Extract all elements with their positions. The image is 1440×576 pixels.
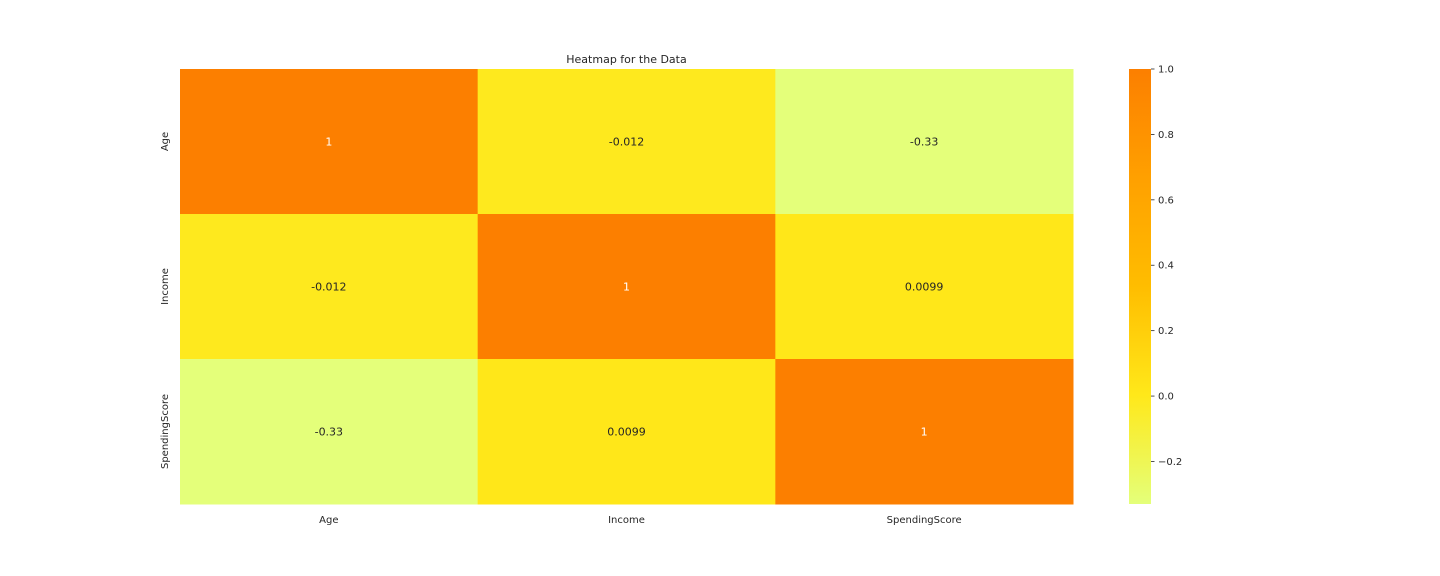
colorbar-tick-label: −0.2 [1158, 457, 1182, 468]
cell-value-label: 0.0099 [607, 426, 646, 439]
heatmap-cell [477, 69, 776, 215]
cell-value-label: 1 [623, 281, 630, 294]
y-tick-label: SpendingScore [160, 394, 171, 469]
chart-title: Heatmap for the Data [566, 53, 686, 66]
heatmap-cell [180, 359, 479, 505]
heatmap-cell [180, 214, 479, 360]
colorbar-tick-label: 0.0 [1158, 392, 1174, 403]
y-tick-label: Age [160, 132, 171, 151]
heatmap-cell-labels: 1 -0.012 -0.33 -0.012 1 0.0099 -0.33 0.0099 1 [311, 136, 943, 439]
heatmap-cells [180, 69, 1074, 505]
colorbar [1129, 69, 1151, 504]
heatmap-cell [775, 214, 1074, 360]
heatmap-cell [775, 359, 1074, 505]
heatmap-cell [775, 69, 1074, 215]
cell-value-label: -0.33 [315, 426, 343, 439]
heatmap-cell [477, 214, 776, 360]
x-tick-label: Income [608, 515, 645, 526]
x-axis-ticks: Age Income SpendingScore [319, 515, 962, 526]
colorbar-tick-label: 0.6 [1158, 195, 1174, 206]
cell-value-label: -0.33 [910, 136, 938, 149]
cell-value-label: 0.0099 [905, 281, 944, 294]
y-axis-ticks: Age Income SpendingScore [160, 132, 171, 469]
colorbar-ticks: −0.2 0.0 0.2 0.4 0.6 0.8 1.0 [1151, 65, 1182, 468]
colorbar-tick-label: 0.2 [1158, 326, 1174, 337]
cell-value-label: -0.012 [609, 136, 644, 149]
colorbar-tick-label: 0.4 [1158, 261, 1174, 272]
heatmap-cell [477, 359, 776, 505]
x-tick-label: SpendingScore [887, 515, 962, 526]
cell-value-label: -0.012 [311, 281, 346, 294]
y-tick-label: Income [160, 268, 171, 305]
x-tick-label: Age [319, 515, 338, 526]
colorbar-tick-label: 1.0 [1158, 65, 1174, 76]
colorbar-tick-label: 0.8 [1158, 130, 1174, 141]
cell-value-label: 1 [325, 136, 332, 149]
heatmap-cell [180, 69, 479, 215]
cell-value-label: 1 [921, 426, 928, 439]
